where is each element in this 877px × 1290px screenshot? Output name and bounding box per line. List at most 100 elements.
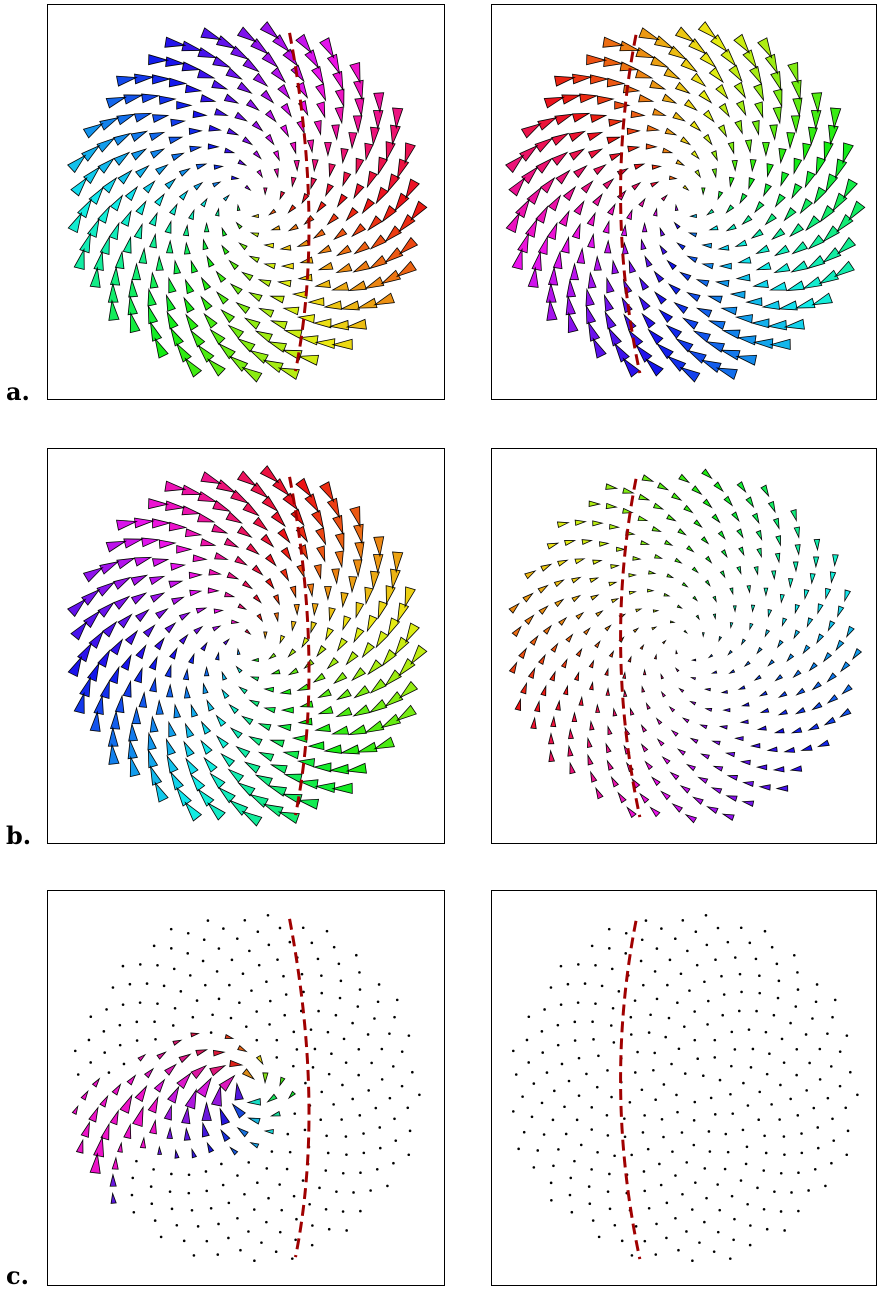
vector-arrow: [67, 655, 83, 678]
vector-arrow: [567, 744, 574, 757]
sample-dot: [400, 1084, 404, 1088]
vector-arrow: [759, 707, 770, 713]
sample-dot: [118, 1023, 122, 1027]
vector-arrow: [781, 617, 788, 627]
vector-arrow: [638, 295, 651, 311]
sample-dot: [642, 1170, 646, 1173]
vector-arrow: [610, 598, 620, 604]
vector-arrow: [328, 607, 336, 622]
vector-arrow: [224, 147, 236, 154]
vector-arrow: [168, 136, 184, 145]
vector-arrow: [207, 143, 220, 150]
vector-arrow: [149, 676, 157, 693]
vector-arrow: [133, 666, 143, 684]
vector-arrow: [191, 1147, 198, 1159]
vector-arrow: [108, 665, 120, 685]
vector-arrow: [312, 672, 326, 683]
sample-dot: [217, 947, 221, 950]
vector-arrow: [202, 238, 209, 251]
sample-dot: [408, 1129, 412, 1133]
vector-arrow: [206, 255, 215, 268]
sample-dot: [139, 963, 142, 966]
vector-arrow: [209, 772, 226, 789]
vector-arrow: [264, 109, 277, 123]
vector-arrow: [758, 784, 771, 791]
vector-arrow: [511, 247, 523, 271]
vector-arrow: [312, 318, 332, 329]
sample-dot: [241, 972, 245, 976]
sample-dot: [324, 1169, 328, 1172]
sample-dot: [311, 1224, 314, 1227]
vector-arrow: [803, 589, 810, 601]
vector-arrow: [241, 366, 263, 383]
vector-arrow: [826, 672, 837, 683]
vector-arrow: [311, 509, 325, 530]
vector-arrow: [215, 291, 229, 305]
vector-arrow: [806, 617, 814, 628]
sample-dot: [746, 1104, 750, 1107]
vector-arrow: [622, 487, 635, 494]
vector-arrow: [185, 757, 199, 776]
vector-arrow: [312, 228, 326, 239]
vector-arrow: [252, 150, 262, 160]
sample-dot: [777, 979, 781, 983]
vector-arrow: [558, 209, 570, 227]
sample-dot: [573, 1159, 576, 1163]
sample-dot: [294, 1238, 297, 1242]
vector-arrow: [67, 154, 87, 174]
vector-arrow: [244, 628, 252, 636]
vector-arrow: [739, 759, 751, 766]
sample-dot: [609, 1024, 613, 1027]
vector-arrow: [534, 137, 554, 153]
vector-arrow: [788, 578, 794, 589]
vector-arrow: [134, 73, 155, 85]
vector-arrow: [164, 664, 172, 678]
vector-arrow: [154, 781, 169, 803]
vector-arrow: [108, 299, 120, 321]
vector-arrow: [368, 255, 388, 270]
vector-arrow: [663, 67, 681, 80]
vector-arrow: [200, 94, 217, 103]
vector-arrow: [674, 667, 680, 673]
sample-dot: [794, 1005, 798, 1008]
vector-arrow: [595, 786, 604, 800]
vector-arrow: [674, 203, 679, 212]
sample-dot: [252, 1208, 256, 1211]
vector-arrow: [662, 147, 674, 154]
sample-dot: [326, 1151, 330, 1155]
sample-dot: [721, 1013, 724, 1017]
sample-dot: [301, 926, 305, 930]
vector-arrow: [518, 647, 528, 660]
sample-dot: [608, 947, 611, 950]
sample-dot: [145, 982, 149, 985]
vector-arrow: [837, 605, 845, 618]
sample-dot: [245, 1025, 248, 1028]
vector-arrow: [700, 536, 710, 545]
vector-arrow: [631, 181, 642, 191]
sample-dot: [186, 931, 190, 935]
vector-arrow: [279, 1076, 286, 1087]
sample-dot: [629, 1033, 633, 1036]
row-label-b: b.: [6, 821, 32, 850]
sample-dot: [830, 1161, 833, 1165]
vector-arrow: [120, 653, 132, 671]
vector-arrow: [353, 241, 371, 255]
vector-arrow: [165, 239, 174, 254]
vector-arrow: [702, 498, 713, 509]
sample-dot: [800, 1132, 803, 1135]
sample-dot: [772, 1013, 776, 1017]
vector-arrow: [267, 785, 288, 797]
sample-dot: [597, 1054, 600, 1058]
vector-arrow: [807, 234, 825, 250]
sample-dot: [613, 1154, 616, 1158]
vector-arrow: [726, 775, 739, 781]
vector-arrow: [256, 613, 264, 623]
sample-dot: [344, 1135, 348, 1138]
vector-arrow: [342, 171, 352, 187]
sample-dot: [540, 1101, 544, 1105]
vector-arrow: [717, 244, 730, 251]
vector-arrow: [655, 717, 663, 725]
sample-dot: [338, 996, 342, 1000]
sample-dot: [673, 937, 677, 940]
vector-arrow: [552, 250, 563, 270]
